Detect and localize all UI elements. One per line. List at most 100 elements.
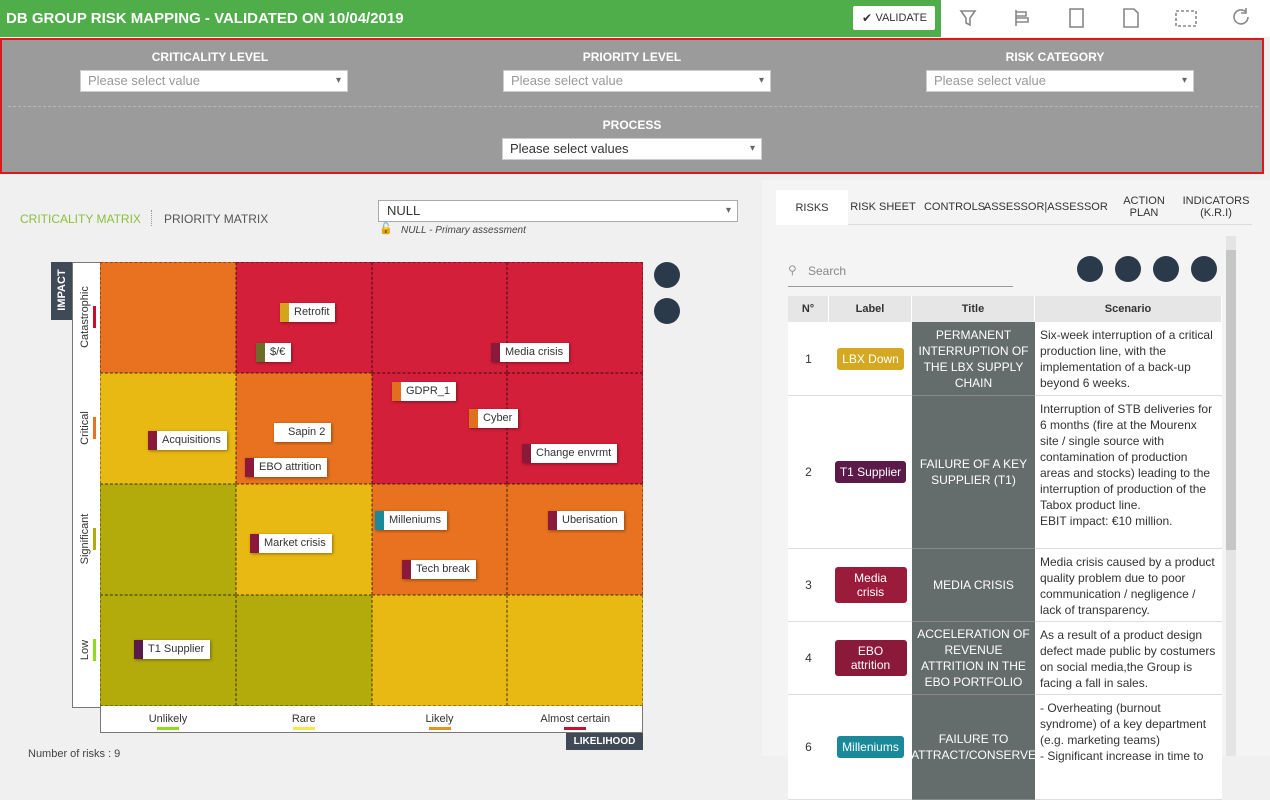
panel-tab[interactable]: ASSESSOR|ASSESSORS (984, 190, 1115, 225)
x-axis-box (100, 706, 643, 733)
action-button[interactable] (1077, 256, 1103, 282)
risk-tag[interactable]: Milleniums (375, 511, 447, 530)
risk-tag[interactable]: Media crisis (491, 343, 570, 362)
x-label: Almost certain (540, 713, 611, 725)
risk-label: T1 Supplier (148, 643, 205, 655)
tab-separator (151, 210, 152, 226)
column-header[interactable]: Scenario (1035, 296, 1222, 322)
x-label: Rare (291, 713, 316, 725)
risk-tag[interactable]: Cyber (469, 409, 519, 428)
risk-title: MEDIA CRISIS (912, 549, 1035, 622)
risk-color (256, 343, 265, 362)
panel-tab[interactable]: INDICATORS (K.R.I) (1180, 190, 1252, 225)
search-box[interactable]: ⚲ Search (788, 252, 1013, 287)
label-cell: Milleniums (829, 695, 912, 800)
risk-tag[interactable]: EBO attrition (245, 458, 328, 477)
x-label: Likely (425, 713, 454, 725)
refresh-icon[interactable] (1233, 8, 1249, 25)
filter-select[interactable]: Please select value (80, 70, 348, 92)
risk-color (148, 431, 157, 450)
y-level-marker (93, 639, 96, 661)
lock-icon: 🔓 (379, 223, 393, 235)
filter-label: PRIORITY LEVEL (582, 50, 682, 64)
filter-select[interactable]: Please select value (926, 70, 1194, 92)
label-cell: LBX Down (829, 322, 912, 396)
validate-button[interactable]: ✔ VALIDATE (853, 6, 935, 30)
matrix-cell (507, 595, 643, 706)
column-header[interactable]: Label (829, 296, 912, 322)
assessment-note: NULL - Primary assessment (401, 225, 526, 236)
risk-label: Cyber (483, 412, 513, 424)
risk-tag[interactable]: Uberisation (548, 511, 624, 530)
scroll-thumb[interactable] (1226, 250, 1236, 550)
panel-tab[interactable]: ACTION PLAN (1108, 190, 1180, 225)
label-cell: Media crisis (829, 549, 912, 622)
risk-label: Media crisis (505, 346, 564, 358)
risk-color (469, 409, 478, 428)
risk-tag[interactable]: Change envrmt (522, 444, 618, 463)
risk-badge[interactable]: T1 Supplier (834, 461, 907, 483)
y-title: IMPACT (56, 269, 68, 311)
y-label: Catastrophic (79, 285, 91, 348)
panel-tab[interactable]: RISKS (776, 190, 848, 225)
risk-tag[interactable]: Acquisitions (148, 431, 227, 450)
select-value: NULL (387, 203, 421, 218)
risk-badge[interactable]: LBX Down (837, 347, 904, 370)
pdf-icon[interactable] (1123, 8, 1139, 28)
risk-color (280, 303, 289, 322)
page: {"header": {"title": "DB GROUP RISK MAPP… (0, 0, 1270, 756)
risk-tag[interactable]: Sapin 2 (274, 423, 332, 442)
filter-select[interactable]: Please select value (503, 70, 771, 92)
risk-color (402, 560, 411, 579)
check-icon: ✔ (862, 11, 873, 25)
risk-badge[interactable]: Milleniums (837, 736, 904, 758)
y-level-marker (93, 306, 96, 328)
risk-tag[interactable]: Market crisis (250, 534, 332, 553)
settings-button[interactable] (654, 262, 680, 288)
matrix-cell (235, 595, 372, 706)
divider (8, 106, 1258, 107)
filter-select[interactable]: Please select values (502, 138, 762, 160)
y-axis-box (72, 262, 100, 708)
x-level-marker (564, 727, 587, 730)
risk-badge[interactable]: Media crisis (834, 567, 907, 603)
export-button[interactable] (654, 298, 680, 324)
matrix-tab[interactable]: CRITICALITY MATRIX (20, 212, 141, 226)
action-button[interactable] (1191, 256, 1217, 282)
resize-icon[interactable] (1175, 10, 1197, 27)
risk-title: FAILURE OF A KEY SUPPLIER (T1) (912, 396, 1035, 549)
x-label: Unlikely (148, 713, 188, 725)
assessment-select[interactable]: NULL ▾ (378, 200, 738, 222)
risk-tag[interactable]: Retrofit (280, 303, 336, 322)
column-header[interactable]: Title (912, 296, 1035, 322)
risk-color (245, 458, 254, 477)
matrix-tab[interactable]: PRIORITY MATRIX (164, 212, 269, 226)
risk-badge[interactable]: EBO attrition (834, 640, 907, 676)
matrix-cell (371, 262, 508, 373)
risk-tag[interactable]: Tech break (402, 560, 476, 579)
image-icon[interactable] (1069, 8, 1084, 28)
row-number: 6 (788, 695, 829, 800)
risk-tag[interactable]: GDPR_1 (392, 382, 457, 401)
matrix-cell (507, 373, 643, 484)
risk-color (274, 423, 283, 442)
export-icon[interactable] (1015, 10, 1029, 26)
risk-scenario: As a result of a product design defect m… (1035, 622, 1222, 695)
filter-icon[interactable] (959, 10, 977, 27)
search-icon: ⚲ (788, 263, 797, 277)
label-cell: EBO attrition (829, 622, 912, 695)
scrollbar[interactable] (1226, 236, 1236, 756)
action-button[interactable] (1115, 256, 1141, 282)
column-header[interactable]: N° (788, 296, 829, 322)
panel-tab[interactable]: CONTROLS (918, 190, 991, 225)
action-button[interactable] (1153, 256, 1179, 282)
y-title-tab (51, 262, 72, 320)
risk-scenario: Media crisis caused by a product quality… (1035, 549, 1222, 622)
risk-tag[interactable]: $/€ (256, 343, 292, 362)
risk-label: Acquisitions (162, 434, 221, 446)
row-number: 2 (788, 396, 829, 549)
panel-tab[interactable]: RISK SHEET (848, 190, 918, 225)
matrix-cell (507, 484, 643, 595)
risk-tag[interactable]: T1 Supplier (134, 640, 211, 659)
risk-color (250, 534, 259, 553)
